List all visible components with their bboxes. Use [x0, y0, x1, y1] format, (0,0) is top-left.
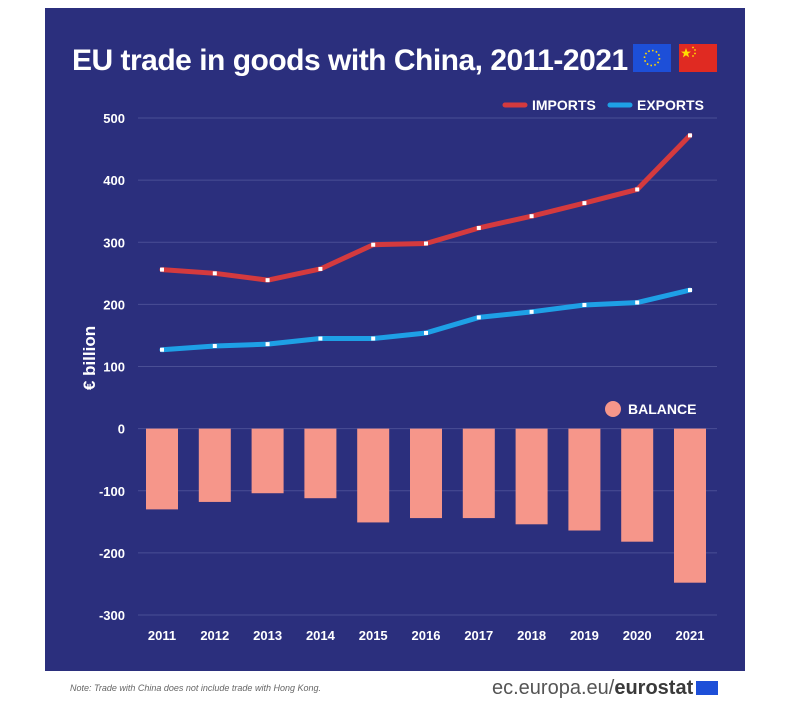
x-tick-label: 2017 — [464, 628, 493, 643]
y-tick-label: 0 — [118, 422, 125, 437]
y-tick-label: -200 — [99, 546, 125, 561]
balance-bar — [251, 428, 284, 494]
x-tick-label: 2014 — [306, 628, 336, 643]
y-tick-label: 500 — [103, 111, 125, 126]
legend-exports-label: EXPORTS — [637, 97, 704, 113]
balance-bar — [304, 428, 337, 499]
exports-point — [212, 343, 217, 348]
imports-point — [371, 242, 376, 247]
exports-point — [476, 315, 481, 320]
exports-line — [159, 287, 693, 353]
y-tick-label: 100 — [103, 360, 125, 375]
exports-point — [582, 302, 587, 307]
balance-bar — [410, 428, 442, 519]
y-tick-label: 200 — [103, 297, 125, 312]
imports-point — [582, 201, 587, 206]
exports-point — [424, 330, 428, 335]
exports-point — [529, 309, 534, 314]
chart-title: EU trade in goods with China, 2011-2021 — [72, 44, 628, 77]
china-flag-icon — [679, 44, 717, 72]
x-tick-label: 2019 — [570, 628, 599, 643]
balance-bar — [357, 428, 390, 523]
balance-bar — [198, 428, 231, 502]
exports-point — [265, 342, 270, 347]
balance-bar — [568, 428, 601, 531]
exports-point — [688, 288, 692, 293]
imports-point — [635, 187, 640, 192]
imports-point — [318, 266, 323, 271]
x-tick-label: 2011 — [148, 628, 176, 643]
y-tick-label: -300 — [99, 608, 125, 623]
balance-bar — [462, 428, 495, 519]
balance-bar — [146, 428, 178, 510]
x-tick-label: 2013 — [253, 628, 282, 643]
exports-point — [371, 336, 376, 341]
y-tick-label: 400 — [103, 173, 125, 188]
exports-point — [160, 347, 164, 352]
x-tick-label: 2018 — [517, 628, 546, 643]
balance-bar — [674, 428, 706, 583]
source-brand: eurostat — [614, 677, 694, 699]
x-tick-label: 2020 — [623, 628, 652, 643]
exports-point — [318, 336, 323, 341]
source-prefix: ec.europa.eu/ — [492, 677, 615, 699]
legend-imports-label: IMPORTS — [532, 97, 596, 113]
eu-flag-icon — [633, 44, 671, 72]
imports-point — [160, 267, 164, 272]
legend-balance-swatch — [605, 401, 621, 417]
exports-point — [635, 300, 640, 305]
x-tick-label: 2015 — [359, 628, 388, 643]
y-tick-label: -100 — [99, 484, 125, 499]
footer-note: Note: Trade with China does not include … — [70, 683, 321, 693]
footer-source-link[interactable]: ec.europa.eu/eurostat — [492, 677, 719, 700]
y-tick-label: 300 — [103, 235, 125, 250]
eurostat-flag-icon — [696, 681, 719, 695]
chart-svg: -300 -200 -100 0 100 200 300 400 500 € billion 201… — [80, 97, 717, 643]
imports-point — [688, 133, 692, 138]
imports-point — [212, 271, 217, 276]
imports-line — [159, 132, 693, 283]
y-axis-label: € billion — [80, 326, 99, 390]
imports-point — [265, 278, 270, 283]
legend-balance-label: BALANCE — [628, 401, 696, 417]
imports-point — [476, 225, 481, 230]
imports-point — [529, 214, 534, 219]
x-tick-label: 2021 — [676, 628, 705, 643]
imports-point — [424, 241, 428, 246]
balance-bar — [515, 428, 548, 525]
x-tick-label: 2012 — [200, 628, 229, 643]
x-tick-label: 2016 — [412, 628, 441, 643]
balance-bar — [621, 428, 654, 542]
chart-panel: EU trade in goods with China, 2011-2021 … — [45, 8, 745, 671]
